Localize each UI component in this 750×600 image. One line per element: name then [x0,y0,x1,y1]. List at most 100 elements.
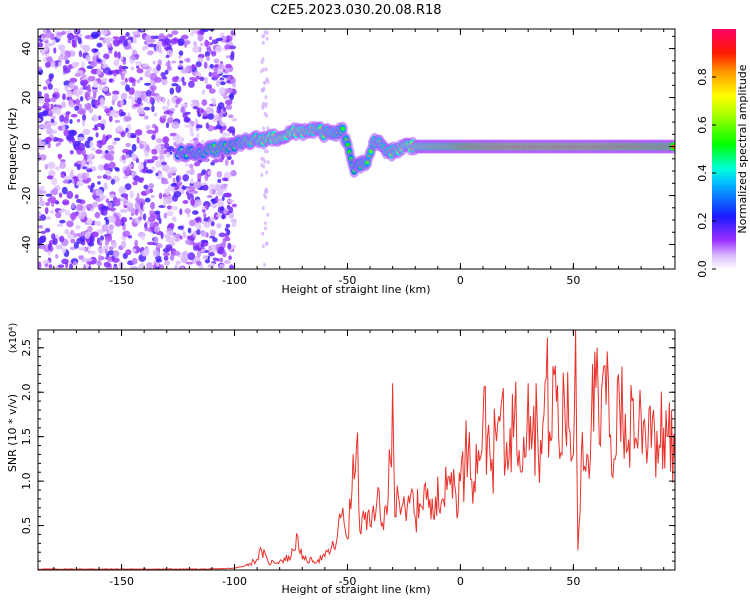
noise-speckle [130,66,135,71]
noise-speckle [180,103,188,107]
snr-series-line [38,330,675,570]
noise-speckle [170,183,177,187]
noise-speckle [261,104,265,109]
noise-speckle [66,190,74,199]
noise-speckle [265,241,269,246]
noise-speckle [265,36,269,41]
noise-speckle [167,172,173,179]
noise-speckle [102,86,109,92]
noise-speckle [232,83,237,88]
noise-speckle [55,143,60,147]
noise-speckle [134,208,139,216]
noise-speckle [182,231,187,238]
noise-speckle [97,247,106,254]
noise-speckle [140,234,145,241]
noise-speckle [72,261,78,266]
noise-speckle [101,224,109,232]
noise-speckle [185,261,193,265]
noise-speckle [155,160,163,168]
noise-speckle [163,110,170,115]
noise-speckle [104,239,109,246]
noise-speckle [129,217,133,220]
snr-x-ticks: -150 -100 -50 0 50 [53,330,665,588]
noise-speckle [48,243,52,251]
noise-speckle [156,243,163,249]
noise-speckle [44,216,52,220]
noise-speckle [145,144,150,152]
noise-speckle [105,198,110,203]
noise-speckle [52,237,58,246]
noise-speckle [166,200,171,205]
noise-speckle [171,76,179,83]
noise-speckle [261,231,265,236]
noise-speckle [78,255,84,260]
noise-speckle [122,230,131,237]
noise-speckle [180,266,184,269]
noise-speckle [136,192,140,201]
noise-speckle [149,96,153,104]
noise-speckle [210,97,215,102]
noise-speckle [81,159,86,165]
noise-speckle [227,75,231,81]
noise-speckle [123,175,129,179]
noise-speckle [264,102,268,106]
noise-speckle [211,204,217,209]
noise-speckle [104,108,111,114]
noise-speckle [154,125,159,134]
noise-speckle [98,241,103,247]
noise-speckle [196,250,202,258]
colorbar-label: Normalized spectral amplitude [736,64,749,233]
noise-speckle [77,109,86,115]
noise-speckle [112,242,118,249]
noise-speckle [207,170,212,176]
noise-speckle [97,181,101,185]
noise-speckle [169,254,175,261]
noise-speckle [44,163,49,170]
noise-speckle [119,198,127,202]
noise-speckle [70,113,78,118]
noise-speckle [157,59,162,66]
noise-speckle [52,39,56,45]
noise-speckle [131,152,136,160]
noise-speckle [192,210,199,215]
y-tick-label: 1.5 [20,428,33,446]
noise-speckle [46,175,54,180]
noise-speckle [115,168,120,172]
noise-speckle [183,116,191,123]
noise-speckle [189,132,195,137]
noise-speckle [50,97,57,103]
noise-speckle [209,187,213,196]
noise-speckle [125,32,130,37]
noise-speckle [188,219,196,227]
noise-speckle [167,117,174,124]
noise-speckle [55,211,62,219]
noise-speckle [48,196,57,203]
noise-speckle [202,255,209,261]
noise-speckle [131,97,136,105]
y-tick-label: 2.0 [20,383,33,401]
noise-speckle [129,190,134,199]
noise-speckle [48,264,53,269]
noise-speckle [221,195,225,201]
noise-speckle [70,103,75,109]
noise-speckle [132,103,141,108]
noise-speckle [191,99,199,104]
noise-speckle [41,123,50,130]
noise-speckle [115,110,119,114]
noise-speckle [182,200,189,204]
noise-speckle [96,142,102,148]
noise-speckle [216,109,222,114]
noise-speckle [90,147,96,151]
noise-speckle [121,240,127,249]
noise-speckle [124,116,132,122]
noise-speckle [134,201,141,210]
noise-speckle [171,83,179,87]
noise-speckle [38,244,46,250]
noise-speckle [206,106,212,114]
noise-speckle [215,45,223,53]
noise-speckle [213,58,220,64]
noise-speckle [221,213,225,220]
noise-speckle [74,176,78,185]
noise-speckle [151,155,159,161]
noise-speckle [86,168,93,173]
